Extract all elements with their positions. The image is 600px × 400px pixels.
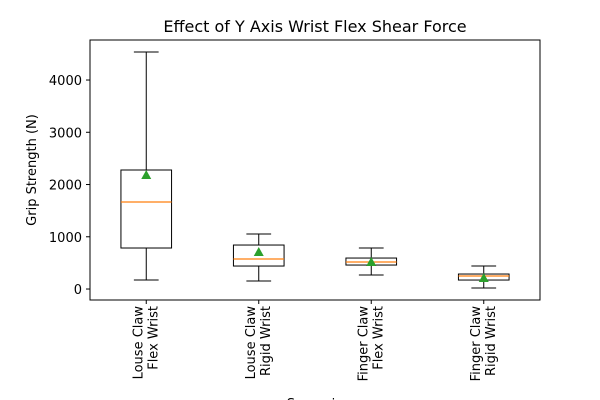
y-tick-label: 0 — [74, 283, 82, 298]
x-tick-label: Finger ClawFlex Wrist — [356, 306, 386, 382]
x-tick-label-line: Louse Claw — [131, 306, 146, 380]
x-tick-label: Finger ClawRigid Wrist — [469, 306, 499, 382]
mean-marker — [141, 170, 152, 180]
plot-frame — [89, 39, 541, 301]
y-tick-label: 4000 — [49, 74, 82, 89]
y-axis-label: Grip Strength (N) — [25, 114, 40, 226]
x-tick-label: Louse ClawRigid Wrist — [244, 306, 274, 380]
x-tick-label-line: Louse Claw — [244, 306, 259, 380]
mean-marker — [253, 247, 264, 257]
x-tick-label-line: Finger Claw — [469, 306, 484, 382]
box — [232, 244, 285, 267]
x-tick-label-line: Flex Wrist — [371, 306, 386, 370]
x-axis-label: Scenario — [287, 397, 344, 400]
y-tick-label: 2000 — [49, 179, 82, 194]
y-tick-label: 1000 — [49, 231, 82, 246]
x-tick-label-line: Finger Claw — [356, 306, 371, 382]
x-tick-label-line: Rigid Wrist — [259, 306, 274, 376]
box — [120, 169, 173, 249]
mean-marker — [478, 273, 489, 283]
chart-title: Effect of Y Axis Wrist Flex Shear Force — [163, 17, 466, 36]
y-tick-label: 3000 — [49, 126, 82, 141]
mean-marker — [366, 257, 377, 267]
x-tick-label-line: Rigid Wrist — [484, 306, 499, 376]
x-tick-label: Louse ClawFlex Wrist — [131, 306, 161, 380]
x-tick-label-line: Flex Wrist — [146, 306, 161, 370]
